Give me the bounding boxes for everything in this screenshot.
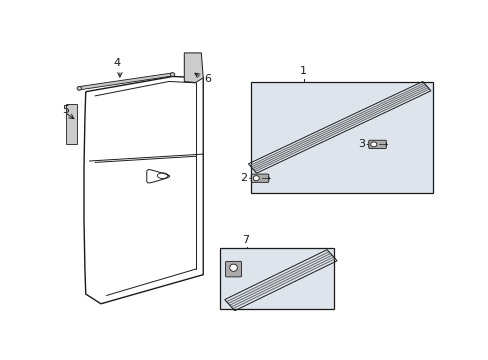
Polygon shape — [184, 53, 203, 82]
Text: 7: 7 — [242, 235, 249, 245]
Ellipse shape — [229, 264, 237, 271]
FancyBboxPatch shape — [225, 261, 241, 277]
Bar — [250, 82, 432, 193]
Ellipse shape — [170, 73, 175, 76]
Polygon shape — [65, 104, 77, 144]
Text: 1: 1 — [300, 67, 306, 76]
Ellipse shape — [253, 176, 259, 181]
FancyBboxPatch shape — [251, 174, 268, 183]
Ellipse shape — [77, 87, 81, 90]
FancyBboxPatch shape — [368, 140, 386, 149]
Ellipse shape — [370, 142, 376, 147]
Text: 6: 6 — [204, 74, 211, 84]
Bar — [220, 248, 333, 309]
Text: 4: 4 — [113, 58, 121, 68]
PathPatch shape — [84, 76, 203, 304]
Text: 3: 3 — [357, 139, 364, 149]
Text: 2: 2 — [240, 173, 247, 183]
Polygon shape — [78, 73, 173, 90]
Text: 5: 5 — [62, 105, 69, 115]
